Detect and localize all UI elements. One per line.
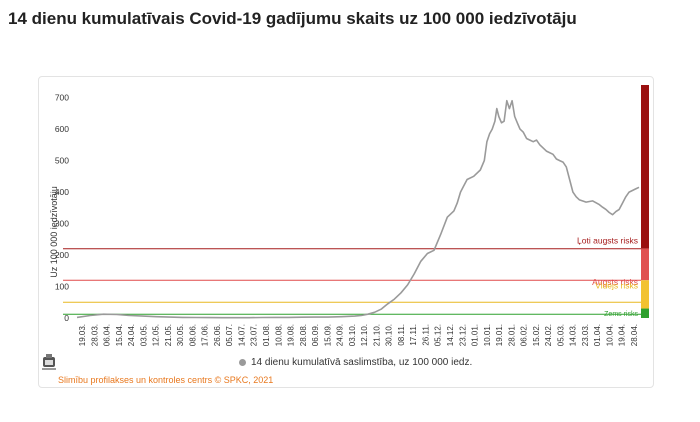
x-tick-label: 28.03. xyxy=(90,324,99,346)
x-tick-label: 06.09. xyxy=(311,324,320,346)
x-tick-label: 19.01. xyxy=(495,324,504,346)
x-tick-label: 21.10. xyxy=(372,324,381,346)
x-tick-label: 14.07. xyxy=(237,324,246,346)
x-tick-label: 24.02. xyxy=(544,324,553,346)
x-tick-label: 28.01. xyxy=(507,324,516,346)
x-tick-label: 01.08. xyxy=(262,324,271,346)
chart-legend: 14 dienu kumulatīvā saslimstība, uz 100 … xyxy=(239,357,472,368)
x-tick-label: 10.04. xyxy=(605,324,614,346)
y-axis-label: Uz 100 000 iedzīvotāju xyxy=(49,186,59,278)
x-tick-label: 28.04. xyxy=(630,324,639,346)
x-tick-label: 06.04. xyxy=(103,324,112,346)
x-tick-label: 30.05. xyxy=(176,324,185,346)
x-tick-label: 10.08. xyxy=(274,324,283,346)
risk-bar-segment-3 xyxy=(641,308,649,318)
threshold-label-2: Vidējs risks xyxy=(595,280,638,290)
x-tick-label: 03.10. xyxy=(348,324,357,346)
x-tick-label: 23.07. xyxy=(250,324,259,346)
x-tick-label: 24.09. xyxy=(336,324,345,346)
x-tick-label: 12.05. xyxy=(152,324,161,346)
x-tick-label: 19.04. xyxy=(618,324,627,346)
x-tick-label: 01.04. xyxy=(593,324,602,346)
x-axis-ticks: 19.03. 28.03. 06.04. 15.04. 24.04. 03.05. 12.0… xyxy=(78,324,639,346)
y-tick-label: 0 xyxy=(64,313,69,323)
x-tick-label: 15.04. xyxy=(115,324,124,346)
x-tick-label: 19.08. xyxy=(287,324,296,346)
x-tick-label: 10.01. xyxy=(483,324,492,346)
x-tick-label: 21.05. xyxy=(164,324,173,346)
y-tick-label: 100 xyxy=(55,282,69,292)
spkc-logo xyxy=(42,354,56,370)
x-tick-label: 01.01. xyxy=(471,324,480,346)
x-tick-label: 26.06. xyxy=(213,324,222,346)
x-tick-label: 14.03. xyxy=(569,324,578,346)
risk-bar-segment-2 xyxy=(641,280,649,309)
x-tick-label: 05.03. xyxy=(556,324,565,346)
threshold-label-0: Ļoti augsts risks xyxy=(577,236,638,246)
x-tick-label: 15.02. xyxy=(532,324,541,346)
threshold-label-1: Augsts risks xyxy=(592,277,638,287)
x-tick-label: 30.10. xyxy=(385,324,394,346)
y-tick-label: 600 xyxy=(55,124,69,134)
x-tick-label: 23.03. xyxy=(581,324,590,346)
series-line-0 xyxy=(76,99,640,319)
x-tick-label: 17.06. xyxy=(201,324,210,346)
x-tick-label: 15.09. xyxy=(323,324,332,346)
legend-marker xyxy=(239,359,246,366)
x-tick-label: 17.11. xyxy=(409,324,418,346)
x-tick-label: 03.05. xyxy=(139,324,148,346)
y-tick-label: 200 xyxy=(55,250,69,260)
x-tick-label: 26.11. xyxy=(421,324,430,346)
risk-bar-segment-1 xyxy=(641,248,649,281)
y-tick-label: 300 xyxy=(55,219,69,229)
x-tick-label: 24.04. xyxy=(127,324,136,346)
x-tick-label: 06.02. xyxy=(520,324,529,346)
x-tick-label: 19.03. xyxy=(78,324,87,346)
risk-level-bar xyxy=(641,85,649,318)
x-tick-label: 28.08. xyxy=(299,324,308,346)
chart-container: Ļoti augsts risks Augsts risks Vidējs risk… xyxy=(38,76,654,388)
x-tick-label: 23.12. xyxy=(458,324,467,346)
y-tick-label: 400 xyxy=(55,187,69,197)
x-tick-label: 14.12. xyxy=(446,324,455,346)
risk-bar-segment-0 xyxy=(641,85,649,249)
y-tick-label: 500 xyxy=(55,156,69,166)
x-tick-label: 05.07. xyxy=(225,324,234,346)
legend-label: 14 dienu kumulatīvā saslimstība, uz 100 … xyxy=(251,357,473,368)
x-tick-label: 05.12. xyxy=(434,324,443,346)
y-tick-label: 700 xyxy=(55,93,69,103)
y-axis-ticks: 0 100 200 300 400 500 600 700 xyxy=(55,93,69,323)
x-tick-label: 08.06. xyxy=(188,324,197,346)
series-group xyxy=(76,99,640,319)
x-tick-label: 12.10. xyxy=(360,324,369,346)
source-credit: Slimību profilakses un kontroles centrs … xyxy=(58,375,274,385)
x-tick-label: 08.11. xyxy=(397,324,406,346)
page-title: 14 dienu kumulatīvais Covid-19 gadījumu … xyxy=(8,9,577,28)
